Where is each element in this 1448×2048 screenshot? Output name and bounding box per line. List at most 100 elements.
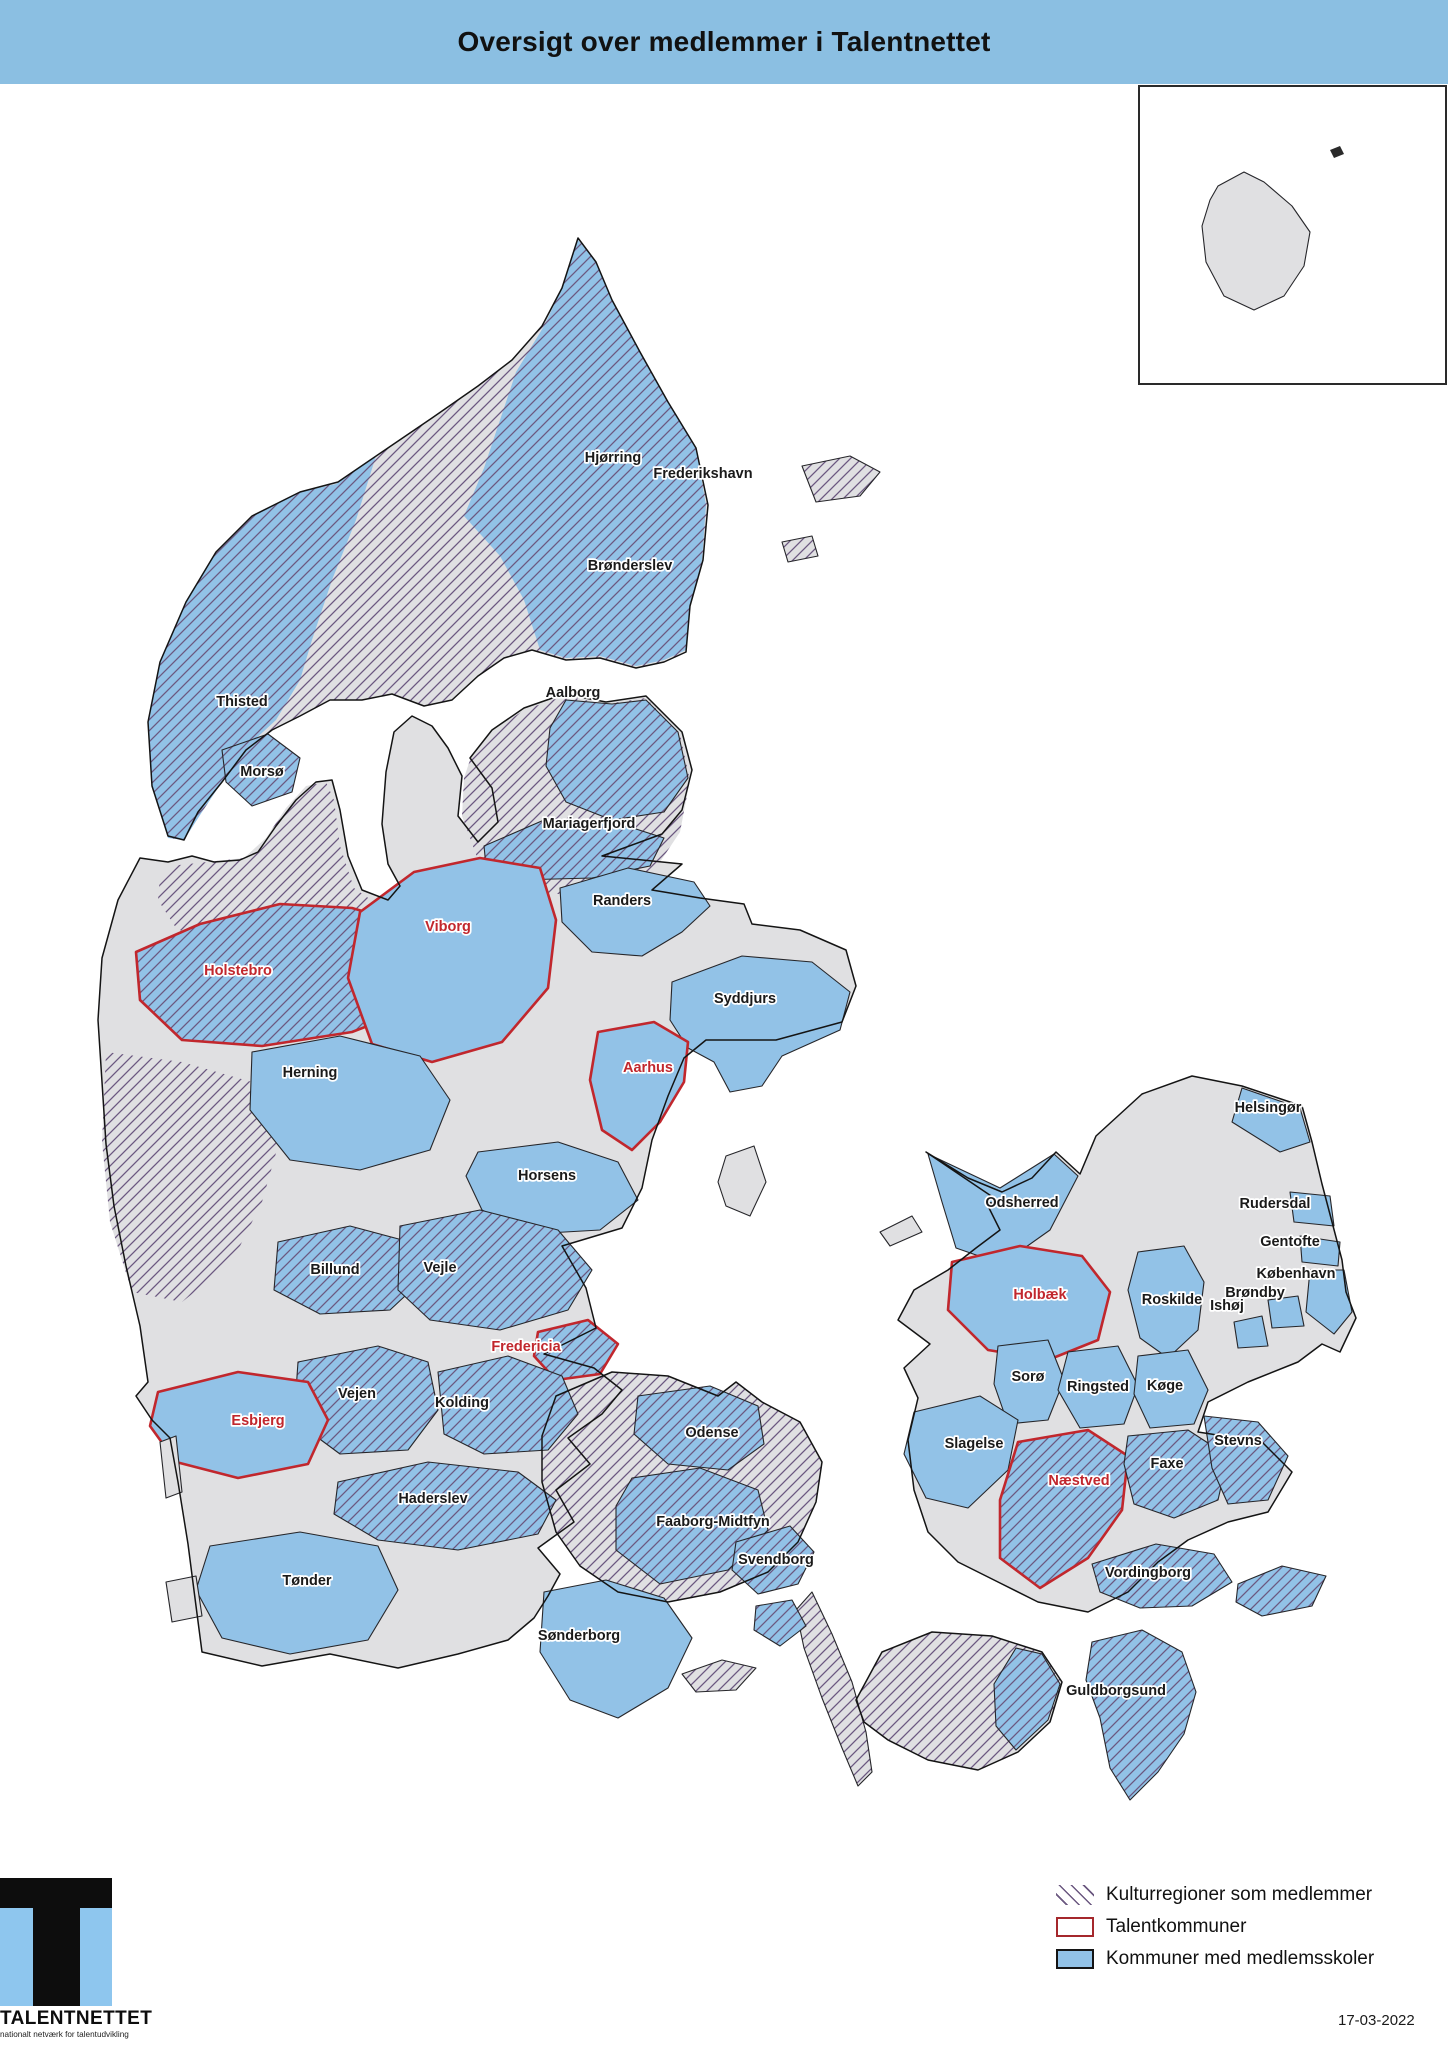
map-label-billund: Billund xyxy=(310,1262,359,1278)
map-label-mariagerfjord: Mariagerfjord xyxy=(543,816,636,832)
map-label-odense: Odense xyxy=(685,1425,738,1441)
map-label-gentofte: Gentofte xyxy=(1260,1234,1320,1250)
island-samsoe xyxy=(717,1145,767,1217)
island-als-soenderborg xyxy=(539,1579,693,1719)
municipality-holbaek xyxy=(946,1244,1112,1362)
municipality-koege xyxy=(1133,1349,1209,1429)
municipality-aalborg xyxy=(545,699,689,821)
map-label-syddjurs: Syddjurs xyxy=(714,991,776,1007)
municipality-haderslev xyxy=(333,1461,557,1551)
map-label-kolding: Kolding xyxy=(435,1395,489,1411)
municipality-randers xyxy=(559,867,711,957)
legend: Kulturregioner som medlemmer Talentkommu… xyxy=(1056,1884,1374,1980)
map-label-viborg: Viborg xyxy=(425,919,471,935)
title-banner: Oversigt over medlemmer i Talentnettet xyxy=(0,0,1448,84)
island-langeland xyxy=(795,1591,873,1787)
map-label-guldborgsund: Guldborgsund xyxy=(1066,1683,1166,1699)
municipality-faaborg-midtfyn xyxy=(615,1467,769,1585)
municipality-naestved xyxy=(998,1428,1130,1590)
logo-tagline: nationalt netværk for talentudvikling xyxy=(0,2030,129,2039)
map-label-holbæk: Holbæk xyxy=(1013,1287,1067,1303)
red-outline-swatch-icon xyxy=(1056,1917,1094,1937)
municipality-ringsted xyxy=(1057,1345,1139,1429)
landmass-zealand xyxy=(898,1076,1356,1612)
map-labels-layer: Hjørring Frederikshavn Brønderslev Thisted M… xyxy=(202,448,1337,1700)
municipality-kolding xyxy=(437,1355,579,1455)
legend-item-medlemsskoler: Kommuner med medlemsskoler xyxy=(1056,1948,1374,1970)
map-label-aalborg: Aalborg xyxy=(546,685,601,701)
municipality-faxe xyxy=(1123,1429,1229,1519)
map-label-aarhus: Aarhus xyxy=(623,1060,673,1076)
map-label-vordingborg: Vordingborg xyxy=(1105,1565,1191,1581)
municipality-roskilde xyxy=(1127,1245,1205,1359)
logo-title: TALENTNETTET xyxy=(0,2008,153,2029)
map-label-horsens: Horsens xyxy=(518,1168,576,1184)
map-label-roskilde: Roskilde xyxy=(1142,1292,1202,1308)
island-falster-guldborgsund xyxy=(1085,1629,1197,1801)
legend-item-kulturregioner: Kulturregioner som medlemmer xyxy=(1056,1884,1374,1906)
municipality-viborg xyxy=(346,856,558,1064)
map-label-thisted: Thisted xyxy=(216,694,268,710)
municipality-guldborgsund-lolland-part xyxy=(993,1647,1061,1751)
legend-item-talentkommuner: Talentkommuner xyxy=(1056,1916,1374,1938)
municipality-vejle xyxy=(397,1209,593,1331)
municipality-odense xyxy=(633,1385,765,1471)
municipality-odsherred xyxy=(927,1153,1079,1265)
map-label-sorø: Sorø xyxy=(1011,1369,1044,1385)
municipality-svendborg xyxy=(731,1525,815,1595)
legend-label: Kommuner med medlemsskoler xyxy=(1106,1948,1375,1969)
bornholm-inset xyxy=(1138,85,1447,385)
municipality-stevns xyxy=(1203,1415,1289,1505)
map-label-sønderborg: Sønderborg xyxy=(538,1628,620,1644)
island-bornholm xyxy=(1201,171,1311,311)
map-label-stevns: Stevns xyxy=(1214,1433,1262,1449)
talentnettet-logo: TALENTNETTET nationalt netværk for talen… xyxy=(0,1878,153,2039)
map-label-brøndby: Brøndby xyxy=(1225,1285,1285,1301)
map-label-næstved: Næstved xyxy=(1048,1473,1109,1489)
island-sejeroe xyxy=(879,1215,923,1247)
map-label-odsherred: Odsherred xyxy=(985,1195,1058,1211)
map-label-helsingør: Helsingør xyxy=(1235,1100,1302,1116)
map-label-faaborg-midtfyn: Faaborg-Midtfyn xyxy=(656,1514,770,1530)
map-label-københavn: København xyxy=(1257,1266,1336,1282)
island-anholt xyxy=(781,535,819,563)
map-label-morsø: Morsø xyxy=(240,764,284,780)
logo-t-icon xyxy=(0,1878,112,2006)
municipality-rudersdal xyxy=(1289,1191,1335,1227)
map-label-frederikshavn: Frederikshavn xyxy=(653,466,752,482)
map-label-haderslev: Haderslev xyxy=(398,1491,467,1507)
municipality-toender xyxy=(195,1531,399,1655)
municipality-koebenhavn xyxy=(1305,1269,1353,1335)
map-label-herning: Herning xyxy=(283,1065,338,1081)
page-title: Oversigt over medlemmer i Talentnettet xyxy=(457,26,991,57)
municipality-herning xyxy=(249,1035,451,1171)
municipality-slagelse xyxy=(903,1395,1019,1509)
map-label-holstebro: Holstebro xyxy=(204,963,272,979)
municipality-syddjurs xyxy=(669,955,851,1093)
legend-label: Talentkommuner xyxy=(1106,1916,1247,1937)
map-label-svendborg: Svendborg xyxy=(738,1552,814,1568)
map-label-brønderslev: Brønderslev xyxy=(588,558,673,574)
map-label-ringsted: Ringsted xyxy=(1067,1379,1129,1395)
island-laesoe xyxy=(801,455,881,503)
map-label-vejle: Vejle xyxy=(423,1260,456,1276)
island-aeroe xyxy=(681,1659,757,1693)
municipality-vendsyssel-hjoerring-frederikshavn-broenderslev xyxy=(464,240,706,666)
coastline-layer xyxy=(97,237,1357,1771)
date-stamp: 17-03-2022 xyxy=(1338,2012,1415,2029)
island-christiansoe xyxy=(1330,146,1344,158)
island-taasinge xyxy=(753,1599,807,1647)
map-label-rudersdal: Rudersdal xyxy=(1240,1196,1311,1212)
map-label-ishøj: Ishøj xyxy=(1210,1298,1244,1314)
legend-label: Kulturregioner som medlemmer xyxy=(1106,1884,1373,1905)
municipality-soroe xyxy=(993,1339,1065,1425)
municipality-gentofte xyxy=(1299,1235,1341,1267)
map-label-fredericia: Fredericia xyxy=(491,1339,561,1355)
map-label-slagelse: Slagelse xyxy=(945,1436,1004,1452)
islands-layer xyxy=(159,455,1327,1801)
municipality-broendby xyxy=(1267,1295,1305,1329)
map-label-køge: Køge xyxy=(1147,1378,1183,1394)
map-label-tønder: Tønder xyxy=(282,1573,331,1589)
